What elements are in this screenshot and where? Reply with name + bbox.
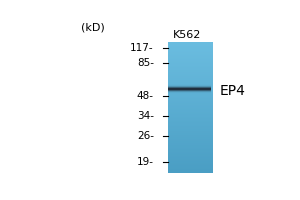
Text: K562: K562	[173, 30, 202, 40]
Text: 34-: 34-	[137, 111, 154, 121]
Text: 117-: 117-	[130, 43, 154, 53]
Text: 19-: 19-	[137, 157, 154, 167]
Text: (kD): (kD)	[81, 22, 105, 32]
Text: 26-: 26-	[137, 131, 154, 141]
Text: EP4: EP4	[220, 84, 246, 98]
Text: 48-: 48-	[137, 91, 154, 101]
Text: 85-: 85-	[137, 58, 154, 68]
